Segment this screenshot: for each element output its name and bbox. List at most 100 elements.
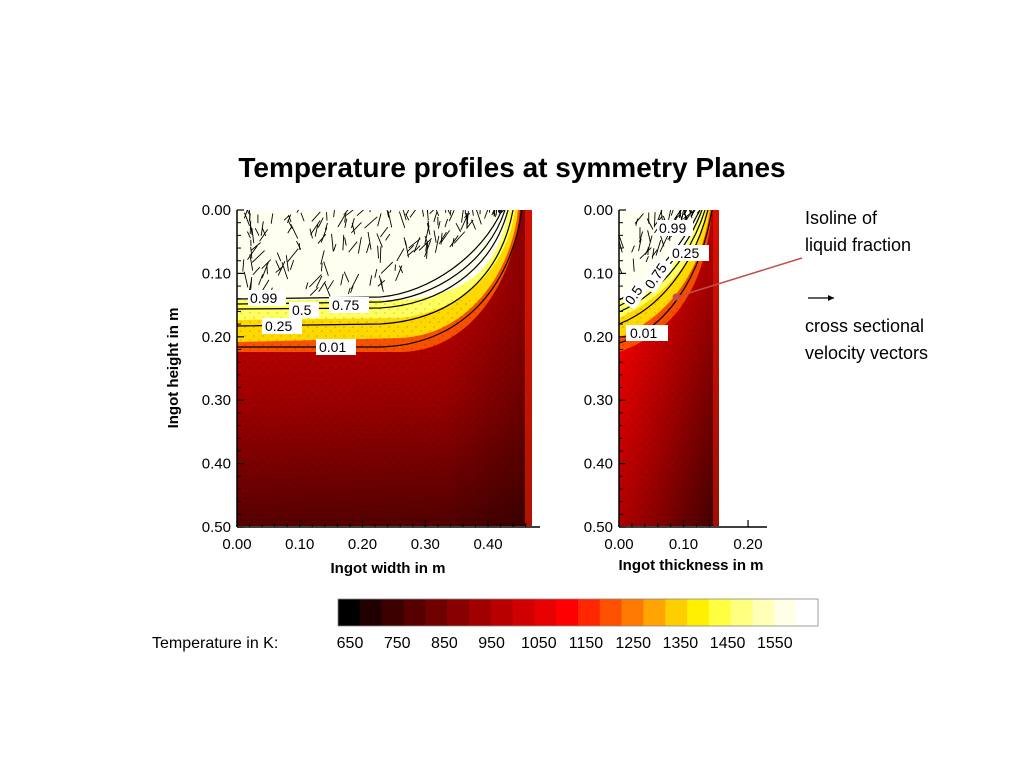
isoline-0.99	[237, 210, 503, 300]
thickness-ytick-label: 0.10	[584, 265, 613, 282]
width-velocity-vector	[243, 271, 249, 288]
width-velocity-vector	[379, 246, 382, 263]
colorbar-tick-label: 1550	[757, 635, 793, 652]
width-velocity-vector	[249, 210, 251, 220]
isoline-0.25	[237, 210, 514, 327]
colorbar-cell	[708, 599, 732, 626]
thickness-ytick-label: 0.40	[584, 456, 613, 473]
width-velocity-vector	[344, 212, 347, 223]
colorbar-cell	[403, 599, 426, 626]
width-velocity-vector	[405, 210, 410, 216]
width-velocity-vector	[466, 219, 474, 229]
width-velocity-vector	[324, 283, 331, 297]
width-xtick-label: 0.20	[348, 536, 377, 553]
width-velocity-vector	[449, 210, 452, 216]
thickness-velocity-vector	[656, 210, 663, 222]
width-ytick-label: 0.20	[202, 329, 231, 346]
width-velocity-vector	[447, 210, 451, 214]
width-velocity-vector	[250, 246, 253, 259]
width-velocity-vector	[258, 274, 264, 286]
width-velocity-vector	[259, 229, 268, 242]
t-isoline-0.25	[619, 210, 709, 325]
colorbar-cell	[752, 599, 775, 626]
width-velocity-vector	[369, 275, 373, 286]
width-velocity-vector	[380, 261, 394, 274]
width-velocity-vector	[377, 213, 382, 227]
width-velocity-vector	[351, 222, 362, 234]
width-velocity-vector	[364, 216, 378, 229]
width-velocity-vector	[387, 210, 393, 228]
thickness-velocity-vector	[634, 213, 644, 224]
width-velocity-vector	[434, 235, 440, 253]
width-dots	[237, 300, 532, 526]
width-velocity-vector	[493, 210, 495, 217]
colorbar-cell	[665, 599, 688, 626]
thickness-velocity-vector	[639, 247, 652, 260]
width-velocity-vector	[287, 214, 292, 223]
width-velocity-vector	[331, 233, 334, 252]
colorbar-cell	[730, 599, 754, 626]
width-velocity-vector	[344, 218, 348, 228]
width-velocity-vector	[254, 227, 260, 236]
thickness-velocity-vector	[647, 230, 651, 242]
colorbar-cell	[512, 599, 535, 626]
width-velocity-vector	[314, 224, 319, 237]
colorbar-tick-label: 950	[478, 635, 505, 652]
colorbar-tick-label: 1450	[710, 635, 746, 652]
width-velocity-vector	[386, 210, 390, 218]
colorbar-cell	[687, 599, 710, 626]
width-velocity-vector	[261, 227, 267, 237]
width-velocity-vector	[424, 226, 430, 245]
slide-title: Temperature profiles at symmetry Planes	[238, 152, 786, 183]
width-velocity-vector	[351, 222, 356, 235]
thickness-velocity-vector	[638, 231, 644, 243]
isoline-pointer-dot	[672, 293, 680, 301]
width-velocity-vector	[247, 210, 250, 214]
thickness-velocity-vector	[677, 210, 682, 215]
width-velocity-vector	[348, 241, 358, 253]
colorbar-label: Temperature in K:	[152, 635, 278, 652]
width-velocity-vector	[488, 210, 491, 213]
width-velocity-vector	[251, 228, 255, 244]
contour-label-0.01: 0.01	[319, 339, 346, 355]
thickness-velocity-vector	[638, 238, 642, 252]
width-velocity-vector	[495, 210, 497, 216]
thickness-velocity-vector	[646, 218, 654, 230]
width-velocity-vector	[369, 210, 371, 213]
colorbar-tick-label: 850	[431, 635, 458, 652]
width-velocity-vector	[249, 222, 253, 236]
width-velocity-vector	[320, 250, 325, 265]
width-velocity-vector	[453, 231, 466, 244]
width-velocity-vectors	[242, 210, 505, 297]
width-velocity-vector	[406, 245, 415, 253]
width-velocity-vector	[287, 226, 292, 234]
width-velocity-vector	[277, 260, 286, 276]
width-velocity-vector	[309, 287, 319, 296]
width-velocity-vector	[247, 245, 258, 260]
width-velocity-vector	[407, 250, 414, 257]
colorbar-cell	[796, 599, 819, 626]
t-contour-label-0.25: 0.25	[672, 245, 699, 261]
width-velocity-vector	[389, 210, 392, 214]
width-velocity-vector	[351, 218, 355, 229]
width-ytick-label: 0.50	[202, 519, 231, 536]
width-velocity-vector	[261, 259, 272, 269]
width-velocity-vector	[318, 280, 327, 293]
width-velocity-vector	[350, 273, 360, 289]
colorbar-cell	[599, 599, 623, 626]
width-velocity-vector	[300, 212, 305, 222]
thickness-velocity-vector	[645, 256, 649, 263]
width-velocity-vector	[396, 248, 405, 262]
width-velocity-vector	[435, 210, 440, 216]
width-velocity-vector	[242, 259, 245, 272]
width-velocity-vector	[398, 211, 406, 228]
width-velocity-vector	[376, 233, 383, 248]
width-velocity-vector	[427, 220, 430, 228]
width-velocity-vector	[380, 226, 389, 238]
isoline-0.5	[237, 210, 509, 310]
isoline-0.01	[237, 210, 523, 348]
width-velocity-vector	[449, 235, 459, 248]
width-velocity-vector	[484, 210, 489, 219]
thickness-velocity-vector	[655, 239, 662, 256]
